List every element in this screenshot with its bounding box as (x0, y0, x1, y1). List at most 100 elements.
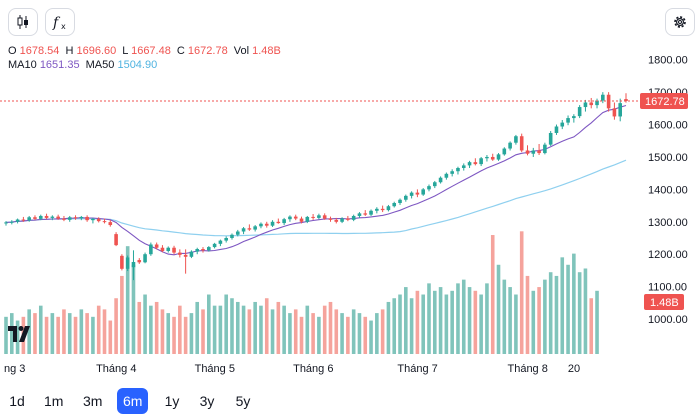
price-chart[interactable]: 1800.001700.001600.001500.001400.001300.… (0, 40, 700, 385)
x-axis-tick-label: 20 (568, 363, 580, 375)
volume-bar (44, 316, 49, 354)
candle-body (595, 100, 599, 106)
volume-bar (201, 309, 205, 354)
volume-bar (73, 316, 78, 354)
volume-bar (166, 313, 171, 354)
x-axis-tick-label: Tháng 6 (293, 363, 333, 375)
candle-body (589, 102, 594, 106)
candle (363, 210, 368, 216)
candle-body (514, 136, 518, 143)
volume-bar (537, 287, 541, 354)
candle (537, 144, 541, 156)
candle-body (554, 126, 559, 133)
candle-body (432, 182, 437, 187)
volume-bar (473, 290, 478, 354)
candle-body (207, 247, 211, 251)
volume-bar (595, 290, 599, 354)
candle (577, 105, 582, 119)
close-value: 1672.78 (187, 45, 228, 57)
candle (241, 226, 246, 235)
candle (404, 194, 408, 202)
svg-text:f: f (52, 15, 61, 30)
range-6m[interactable]: 6m (117, 388, 149, 414)
candle (554, 124, 559, 135)
price-tick-label: 1800.00 (648, 55, 688, 67)
candle (421, 188, 425, 196)
candle-body (340, 218, 344, 222)
candle (27, 215, 31, 222)
candle (601, 92, 605, 104)
candle (195, 247, 200, 255)
candle-body (149, 244, 153, 255)
volume-bar (293, 309, 298, 354)
volume-bar (4, 316, 8, 354)
volume-bar (270, 309, 275, 354)
candle-body (154, 244, 159, 248)
volume-bar (120, 275, 124, 354)
candle-body (189, 251, 194, 257)
volume-bar (172, 316, 176, 354)
candle (56, 214, 60, 220)
volume-bar (247, 309, 252, 354)
candle-body (293, 216, 298, 219)
ma10-label: MA10 (8, 59, 37, 71)
candle-body (543, 144, 547, 154)
candle-body (467, 162, 472, 166)
function-fx-icon[interactable]: f x (45, 8, 75, 36)
gear-icon[interactable] (665, 8, 695, 36)
candle-body (606, 94, 611, 109)
candle-body (392, 202, 397, 207)
volume-bar (15, 320, 20, 354)
candle-body (508, 142, 512, 149)
candle-body (96, 218, 101, 222)
candle (490, 153, 495, 161)
candle-body (386, 206, 391, 211)
candle-body (195, 249, 200, 252)
candle-body (4, 222, 8, 224)
candle (143, 252, 147, 264)
range-1m[interactable]: 1m (44, 393, 64, 409)
candle (212, 242, 217, 249)
candle-body (566, 118, 570, 123)
volume-bar (560, 257, 565, 354)
candle (415, 189, 420, 198)
candle (589, 97, 594, 109)
candle (149, 242, 153, 256)
volume-bar (514, 294, 518, 354)
candle-body (444, 173, 449, 178)
price-tick-label: 1100.00 (648, 282, 687, 294)
candle-body (363, 213, 368, 215)
volume-bar (363, 316, 368, 354)
price-tick-label: 1000.00 (648, 314, 688, 326)
candle-body (299, 218, 304, 222)
candlestick-icon[interactable] (8, 8, 38, 36)
candle (427, 184, 431, 192)
candle-body (624, 99, 628, 101)
candle (502, 147, 507, 156)
range-5y[interactable]: 5y (235, 393, 251, 409)
candle (595, 98, 599, 109)
range-3m[interactable]: 3m (83, 393, 103, 409)
volume-bar (299, 316, 304, 354)
candle (247, 224, 252, 231)
range-3y[interactable]: 3y (199, 393, 215, 409)
range-1d[interactable]: 1d (9, 393, 25, 409)
candle (189, 250, 194, 259)
candle-body (496, 154, 501, 160)
candle-body (572, 116, 576, 119)
candle (583, 99, 588, 112)
ohlc-legend: O 1678.54 H 1696.60 L 1667.48 C 1672.78 … (8, 45, 284, 57)
volume-bar (62, 309, 66, 354)
range-1y[interactable]: 1y (164, 393, 180, 409)
volume-bar (317, 316, 321, 354)
volume-bar (38, 305, 43, 354)
low-label: L (122, 45, 129, 57)
candle (259, 222, 263, 229)
volume-bar (398, 294, 402, 354)
volume-bar (259, 305, 263, 354)
volume-bar (218, 305, 223, 354)
candle-body (398, 199, 402, 203)
candle (73, 215, 78, 220)
candle-body (479, 158, 483, 165)
volume-bar (351, 309, 356, 354)
